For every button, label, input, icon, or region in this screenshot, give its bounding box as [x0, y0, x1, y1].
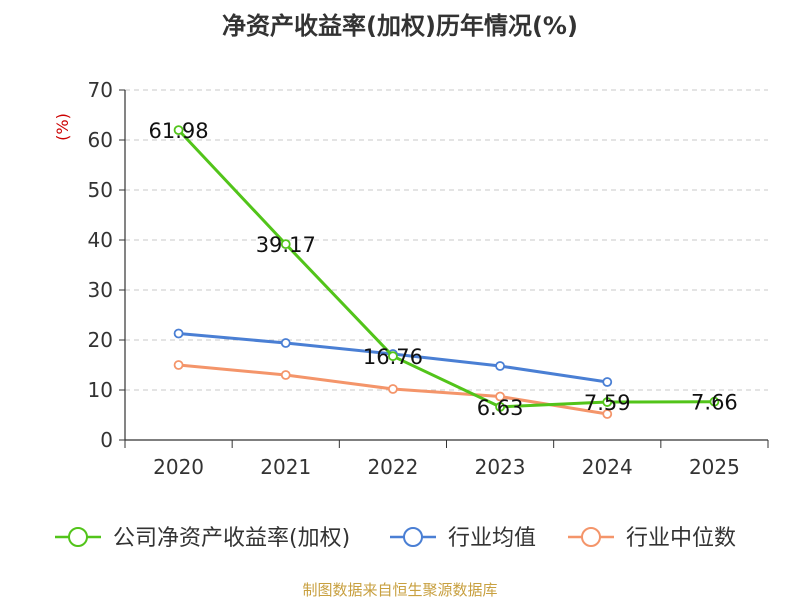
y-tick-label-20: 20	[88, 328, 113, 352]
source-note: 制图数据来自恒生聚源数据库	[302, 581, 497, 599]
y-tick-label-0: 0	[100, 428, 113, 452]
data-point-0-2023	[495, 401, 505, 412]
y-tick-label-10: 10	[88, 378, 113, 402]
y-tick-label-30: 30	[88, 278, 113, 302]
axis-layer: 0 10 20 30 40 50 60 70 2020 2021 2022 2023 2024 2025	[88, 78, 769, 479]
x-tick-label-2024: 2024	[582, 455, 633, 479]
data-label-2022: 16.76	[363, 345, 423, 369]
data-label-2023: 6.63	[477, 396, 524, 420]
legend-item-2: 行业中位数	[568, 526, 736, 551]
x-tick-label-2022: 2022	[367, 455, 418, 479]
series-layer	[173, 125, 720, 419]
data-point-1-2020	[173, 328, 184, 339]
x-tick-label-2020: 2020	[153, 455, 204, 479]
y-tick-label-50: 50	[88, 178, 113, 202]
data-point-2-2024	[602, 409, 613, 419]
x-tick-label-2023: 2023	[475, 455, 526, 479]
data-point-2-2020	[173, 360, 184, 370]
legend-label-0: 公司净资产收益率(加权)	[113, 526, 350, 551]
data-point-2-2021	[280, 370, 291, 380]
data-point-0-2020	[173, 125, 184, 136]
grid-layer	[125, 89, 768, 391]
y-tick-label-70: 70	[88, 78, 113, 102]
legend-marker-1	[403, 527, 423, 547]
legend-label-2: 行业中位数	[626, 526, 736, 551]
legend-item-1: 行业均值	[390, 526, 536, 551]
data-label-2025: 7.66	[691, 391, 738, 415]
data-label-2024: 7.59	[584, 391, 631, 415]
data-point-0-2024	[602, 397, 613, 407]
chart-title: 净资产收益率(加权)历年情况(%)	[222, 12, 578, 40]
y-tick-label-40: 40	[88, 228, 113, 252]
legend-label-1: 行业均值	[448, 526, 536, 551]
data-point-1-2021	[280, 338, 291, 348]
data-point-0-2022	[388, 351, 398, 362]
data-point-1-2024	[602, 377, 613, 387]
data-point-0-2021	[280, 239, 291, 250]
data-label-2020: 61.98	[149, 119, 209, 143]
data-point-2-2022	[388, 384, 398, 394]
legend-item-0: 公司净资产收益率(加权)	[55, 526, 350, 551]
y-tick-label-60: 60	[88, 128, 113, 152]
y-axis-unit-label: (%)	[53, 113, 72, 141]
data-point-2-2023	[495, 391, 505, 402]
data-point-1-2023	[495, 361, 505, 371]
legend: 公司净资产收益率(加权) 行业均值 行业中位数	[55, 526, 736, 551]
data-point-0-2025	[709, 396, 720, 407]
series-line-0	[177, 128, 716, 409]
data-label-2021: 39.17	[256, 233, 316, 257]
x-tick-label-2025: 2025	[689, 455, 740, 479]
legend-marker-2	[581, 527, 601, 547]
data-label-layer: 61.98 39.17 16.76 6.63 7.59 7.66	[149, 119, 738, 420]
x-tick-label-2021: 2021	[260, 455, 311, 479]
legend-marker-0	[68, 527, 88, 547]
